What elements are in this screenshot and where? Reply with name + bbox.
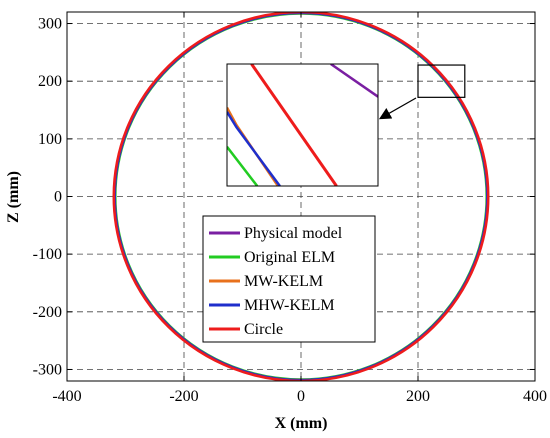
x-tick-label: 0 bbox=[297, 388, 305, 405]
axis-ticks bbox=[66, 12, 536, 381]
inset-background bbox=[227, 64, 378, 186]
legend-label: Original ELM bbox=[244, 249, 335, 266]
x-axis-title: X (mm) bbox=[275, 415, 328, 432]
legend-box bbox=[202, 215, 376, 343]
inset-curve-circle bbox=[250, 64, 338, 186]
legend-label: Physical model bbox=[244, 225, 343, 242]
legend: Physical model Original ELM MW-KELM MHW-KEL… bbox=[202, 215, 376, 343]
inset-curve-mhw-kelm bbox=[227, 111, 281, 186]
y-tick-label: -100 bbox=[33, 246, 62, 263]
x-tick-label: -200 bbox=[169, 388, 198, 405]
inset-frame bbox=[226, 63, 379, 187]
y-tick-label: -200 bbox=[33, 304, 62, 321]
y-tick-label: 100 bbox=[38, 131, 62, 148]
y-tick-label: -300 bbox=[33, 361, 62, 378]
y-tick-label: 0 bbox=[54, 189, 62, 206]
x-tick-label: -400 bbox=[52, 388, 81, 405]
y-tick-labels: -300 -200 -100 0 100 200 300 bbox=[33, 16, 62, 379]
y-tick-label: 300 bbox=[38, 16, 62, 33]
legend-label: MW-KELM bbox=[244, 273, 323, 290]
series-curve-circle bbox=[112, 12, 490, 381]
legend-label: MHW-KELM bbox=[244, 297, 335, 314]
x-tick-label: 200 bbox=[406, 388, 430, 405]
x-tick-label: 400 bbox=[523, 388, 547, 405]
zoom-arrow bbox=[378, 97, 417, 120]
legend-label: Circle bbox=[244, 321, 283, 338]
zoom-region-box bbox=[417, 64, 466, 98]
x-tick-labels: -400 -200 0 200 400 bbox=[52, 388, 547, 405]
inset-curves bbox=[227, 64, 378, 186]
inset-curve-original-elm bbox=[227, 146, 259, 186]
y-axis-title: Z (mm) bbox=[5, 171, 22, 223]
y-tick-label: 200 bbox=[38, 73, 62, 90]
inset-curve-physical-model bbox=[330, 64, 378, 98]
